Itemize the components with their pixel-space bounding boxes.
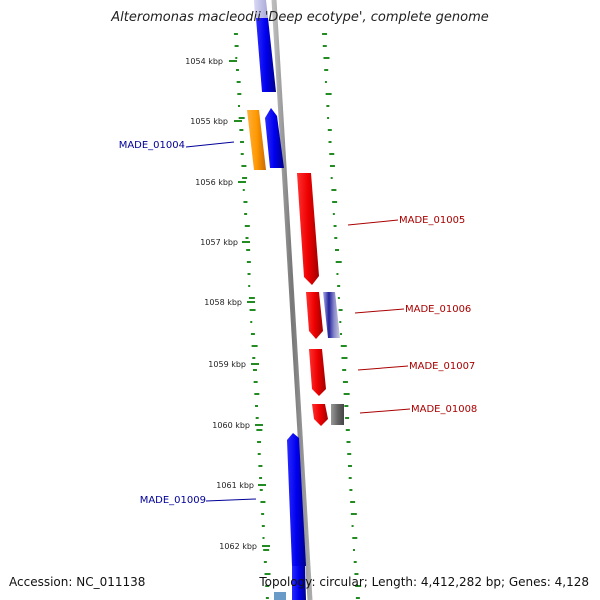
ruler-label: 1054 kbp	[185, 57, 223, 66]
map-title: Alteromonas macleodii 'Deep ecotype', co…	[111, 10, 489, 25]
gene-feature[interactable]	[274, 592, 286, 600]
rna-feature[interactable]	[247, 110, 266, 170]
ruler-labels: 1054 kbp 1055 kbp 1056 kbp 1057 kbp 1058…	[185, 57, 257, 551]
leader-line-made-01007	[357, 365, 409, 371]
gene-label-made-01007[interactable]: MADE_01007	[409, 361, 475, 372]
forward-strand-features	[254, 0, 306, 600]
gene-feature-made-01006[interactable]	[306, 292, 323, 339]
leader-line-made-01006	[354, 308, 405, 314]
leader-line-made-01005	[347, 219, 399, 226]
leader-line-made-01004	[185, 141, 235, 148]
ruler-label: 1060 kbp	[212, 421, 250, 430]
gene-label-made-01005[interactable]: MADE_01005	[399, 215, 465, 226]
gene-feature[interactable]	[254, 0, 268, 18]
genome-summary-text: Topology: circular; Length: 4,412,282 bp…	[259, 575, 589, 589]
gene-label-made-01004[interactable]: MADE_01004	[119, 140, 185, 151]
gene-label-made-01009[interactable]: MADE_01009	[140, 495, 206, 506]
gc-skew-track	[233, 33, 362, 599]
gene-feature-made-01004[interactable]	[265, 108, 284, 168]
ruler-label: 1059 kbp	[208, 360, 246, 369]
gc-ticks-outer	[322, 33, 362, 599]
label-leaders	[185, 141, 411, 502]
ruler-label: 1058 kbp	[204, 298, 242, 307]
gene-feature-made-01007[interactable]	[309, 349, 326, 396]
genome-backbone	[271, 0, 313, 600]
gene-label-made-01006[interactable]: MADE_01006	[405, 304, 471, 315]
gene-feature-made-01009[interactable]	[287, 433, 306, 566]
gene-feature[interactable]	[256, 18, 276, 92]
gene-feature[interactable]	[292, 566, 306, 600]
reverse-strand-features	[297, 173, 344, 426]
ruler-label: 1062 kbp	[219, 542, 257, 551]
ruler-label: 1057 kbp	[200, 238, 238, 247]
ruler-ticks	[229, 60, 270, 547]
leader-line-made-01008	[359, 408, 411, 414]
gene-feature-made-01005[interactable]	[297, 173, 319, 285]
leader-line-made-01009	[205, 498, 257, 502]
gene-label-made-01008[interactable]: MADE_01008	[411, 404, 477, 415]
accession-text: Accession: NC_011138	[9, 575, 146, 589]
gene-labels: MADE_01004 MADE_01005 MADE_01006 MADE_01…	[119, 140, 478, 506]
gene-feature-made-01008[interactable]	[312, 404, 328, 426]
ruler-label: 1055 kbp	[190, 117, 228, 126]
ruler-label: 1061 kbp	[216, 481, 254, 490]
gene-feature[interactable]	[323, 292, 340, 338]
ruler-label: 1056 kbp	[195, 178, 233, 187]
gc-ticks-inner	[233, 33, 271, 599]
other-feature[interactable]	[331, 404, 344, 425]
